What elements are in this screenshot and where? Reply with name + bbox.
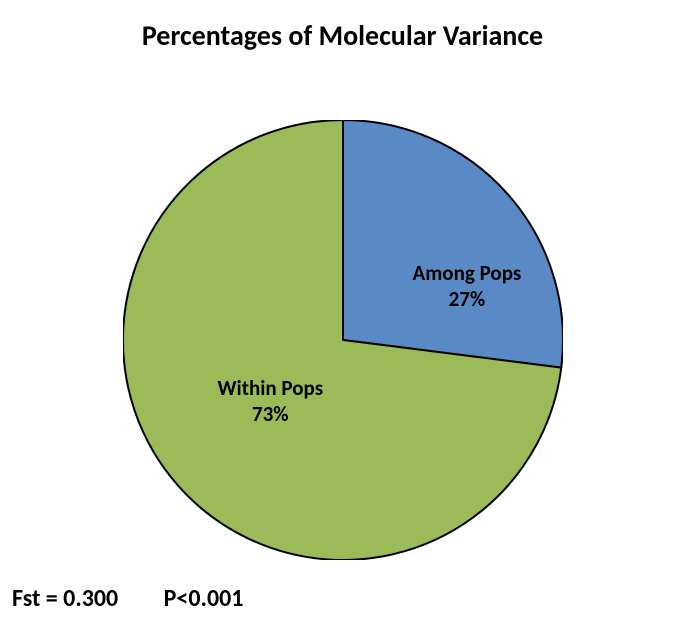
slice-name-0: Among Pops bbox=[413, 260, 522, 286]
pie-slice-0 bbox=[343, 120, 563, 368]
stats-line: Fst = 0.300 P<0.001 bbox=[12, 584, 243, 613]
pie-chart: Among Pops27% Within Pops73% bbox=[123, 120, 563, 560]
slice-label-1: Within Pops73% bbox=[218, 375, 324, 428]
p-value: P<0.001 bbox=[164, 584, 244, 613]
fst-value: Fst = 0.300 bbox=[12, 584, 118, 613]
slice-label-0: Among Pops27% bbox=[413, 260, 522, 313]
slice-name-1: Within Pops bbox=[218, 375, 324, 401]
slice-percent-1: 73% bbox=[218, 401, 324, 427]
slice-percent-0: 27% bbox=[413, 286, 522, 312]
pie-svg bbox=[123, 120, 563, 560]
chart-title: Percentages of Molecular Variance bbox=[0, 18, 685, 53]
